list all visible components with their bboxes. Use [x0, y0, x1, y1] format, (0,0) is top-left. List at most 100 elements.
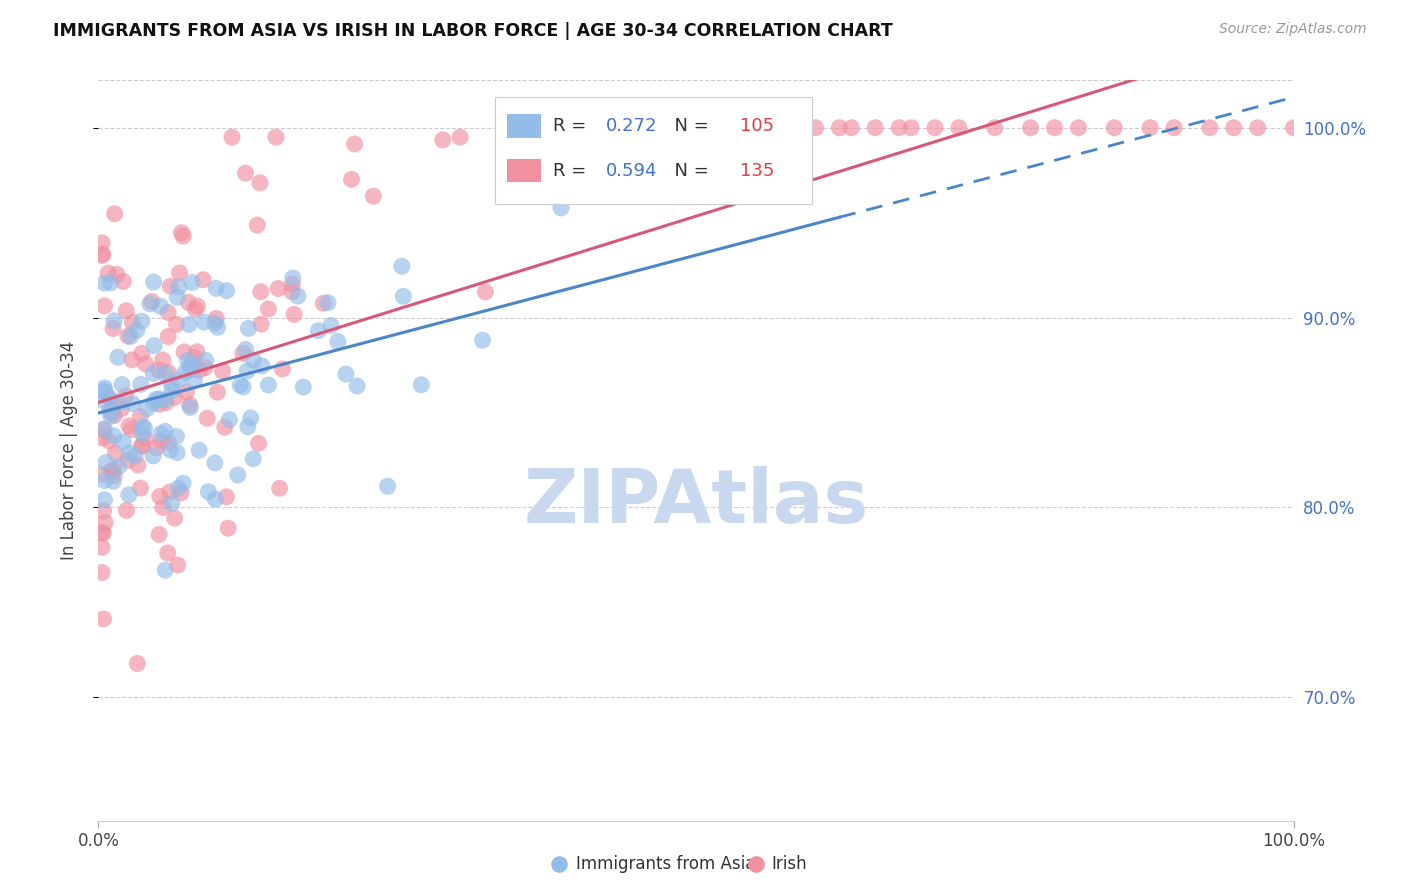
Point — [115, 503, 138, 517]
Point — [215, 490, 238, 504]
Point — [135, 401, 157, 416]
Point — [239, 410, 262, 425]
Point — [600, 130, 623, 145]
Point — [1139, 120, 1161, 135]
Point — [474, 285, 496, 299]
Point — [232, 380, 254, 394]
Point — [173, 366, 195, 380]
Point — [142, 367, 165, 381]
Point — [163, 390, 186, 404]
Point — [155, 392, 177, 407]
Point — [141, 294, 163, 309]
Text: 135: 135 — [740, 161, 775, 179]
Point — [134, 431, 156, 445]
Point — [180, 362, 202, 376]
Point — [160, 496, 183, 510]
Point — [1282, 120, 1305, 135]
Point — [98, 392, 121, 406]
Text: Immigrants from Asia: Immigrants from Asia — [576, 855, 756, 872]
Point — [249, 176, 271, 190]
Point — [271, 362, 294, 376]
Point — [287, 289, 309, 303]
Point — [166, 318, 188, 332]
Point — [91, 525, 114, 540]
Text: 0.272: 0.272 — [606, 117, 658, 136]
Text: IMMIGRANTS FROM ASIA VS IRISH IN LABOR FORCE | AGE 30-34 CORRELATION CHART: IMMIGRANTS FROM ASIA VS IRISH IN LABOR F… — [53, 22, 893, 40]
Point — [411, 377, 433, 392]
Point — [221, 130, 243, 145]
Point — [207, 320, 229, 334]
Point — [177, 353, 200, 368]
Point — [281, 277, 304, 292]
Point — [264, 130, 287, 145]
FancyBboxPatch shape — [508, 159, 541, 183]
Point — [193, 315, 215, 329]
Point — [112, 275, 135, 289]
Point — [246, 218, 269, 232]
Point — [316, 295, 339, 310]
Point — [118, 488, 141, 502]
Point — [153, 367, 176, 381]
Text: ZIPAtlas: ZIPAtlas — [523, 466, 869, 539]
Point — [377, 479, 399, 493]
Point — [131, 439, 153, 453]
Point — [91, 247, 114, 261]
Point — [115, 303, 138, 318]
Point — [125, 323, 148, 337]
Point — [118, 419, 141, 434]
Point — [179, 401, 201, 415]
Point — [101, 398, 124, 412]
Point — [207, 385, 229, 400]
FancyBboxPatch shape — [495, 96, 811, 204]
Point — [215, 284, 238, 298]
Point — [312, 296, 335, 310]
Point — [156, 546, 179, 560]
Point — [1019, 120, 1042, 135]
Point — [211, 364, 233, 378]
Point — [948, 120, 970, 135]
Point — [217, 521, 239, 535]
Point — [103, 475, 125, 489]
Point — [267, 282, 290, 296]
Text: 0.594: 0.594 — [606, 161, 658, 179]
Point — [218, 412, 240, 426]
Point — [188, 363, 211, 377]
Point — [179, 398, 201, 412]
Point — [183, 351, 205, 365]
Point — [114, 388, 136, 402]
Point — [204, 316, 226, 330]
Point — [250, 359, 273, 373]
Point — [94, 516, 117, 530]
Point — [319, 318, 342, 333]
Point — [226, 468, 249, 483]
Point — [93, 422, 115, 436]
Point — [120, 329, 142, 343]
Point — [283, 308, 305, 322]
Point — [139, 297, 162, 311]
Point — [363, 189, 385, 203]
Point — [235, 166, 257, 180]
Point — [104, 207, 127, 221]
Point — [105, 267, 128, 281]
Point — [101, 321, 124, 335]
Point — [167, 373, 190, 387]
Point — [117, 453, 139, 467]
Point — [97, 390, 120, 404]
Point — [103, 409, 125, 423]
Point — [828, 120, 851, 135]
Point — [93, 299, 115, 313]
Point — [242, 451, 264, 466]
Point — [169, 266, 191, 280]
Point — [100, 405, 122, 419]
Point — [172, 476, 194, 491]
Point — [157, 305, 180, 319]
Point — [110, 401, 132, 416]
Point — [150, 426, 173, 441]
Point — [865, 120, 887, 135]
Point — [391, 260, 413, 274]
Point — [195, 411, 218, 425]
Point — [204, 456, 226, 470]
Point — [340, 172, 363, 186]
Point — [194, 353, 217, 368]
Text: R =: R = — [553, 161, 592, 179]
